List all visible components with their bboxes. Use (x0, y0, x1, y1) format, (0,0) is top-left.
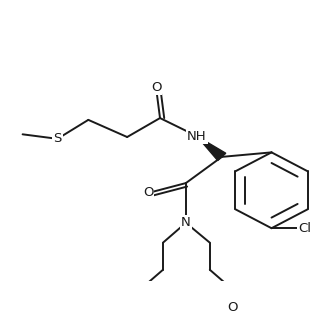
Text: O: O (143, 187, 153, 199)
Text: NH: NH (187, 130, 207, 143)
Text: O: O (151, 81, 161, 94)
Text: N: N (181, 216, 191, 229)
Polygon shape (197, 136, 226, 160)
Text: Cl: Cl (298, 222, 311, 235)
Text: S: S (53, 132, 62, 145)
Text: O: O (227, 301, 238, 311)
